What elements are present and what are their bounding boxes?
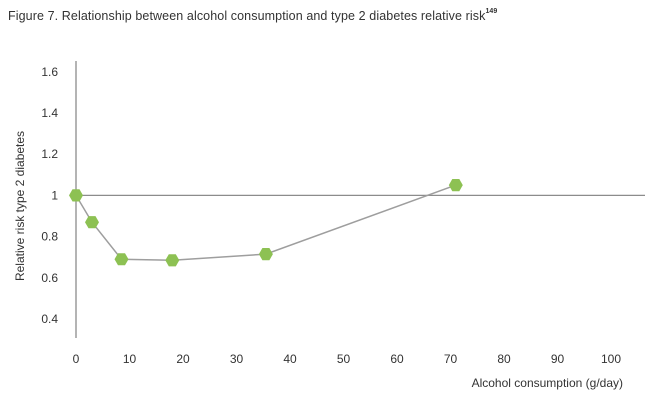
axes <box>75 61 645 338</box>
x-tick-label: 0 <box>73 352 80 366</box>
figure-reference: 149 <box>485 8 498 15</box>
y-axis-title: Relative risk type 2 diabetes <box>13 131 27 281</box>
y-tick-label: 0.8 <box>41 230 58 244</box>
x-ticks: 0 10 20 30 40 50 60 70 80 90 100 <box>73 352 622 366</box>
y-tick-label: 1 <box>51 188 58 202</box>
x-tick-label: 60 <box>390 352 404 366</box>
figure-title: Figure 7. Relationship between alcohol c… <box>8 8 498 23</box>
y-ticks: 0.4 0.6 0.8 1 1.2 1.4 1.6 <box>41 65 58 326</box>
data-point <box>69 189 83 202</box>
data-point <box>85 216 99 229</box>
y-tick-label: 1.2 <box>41 147 58 161</box>
data-point <box>258 248 273 261</box>
y-tick-label: 0.6 <box>41 271 58 285</box>
x-tick-label: 20 <box>176 352 190 366</box>
series <box>69 179 463 267</box>
y-tick-label: 1.6 <box>41 65 58 79</box>
x-tick-label: 50 <box>337 352 351 366</box>
x-tick-label: 40 <box>283 352 297 366</box>
x-tick-label: 70 <box>444 352 458 366</box>
x-tick-label: 100 <box>601 352 621 366</box>
y-tick-label: 0.4 <box>41 312 58 326</box>
data-point <box>165 254 180 267</box>
data-point <box>448 179 463 192</box>
x-tick-label: 10 <box>123 352 137 366</box>
x-tick-label: 30 <box>230 352 244 366</box>
y-tick-label: 1.4 <box>41 106 58 120</box>
figure-title-text: Figure 7. Relationship between alcohol c… <box>8 9 486 23</box>
data-point <box>114 253 129 266</box>
x-tick-label: 80 <box>497 352 511 366</box>
x-axis-title: Alcohol consumption (g/day) <box>472 376 623 390</box>
x-tick-label: 90 <box>551 352 565 366</box>
